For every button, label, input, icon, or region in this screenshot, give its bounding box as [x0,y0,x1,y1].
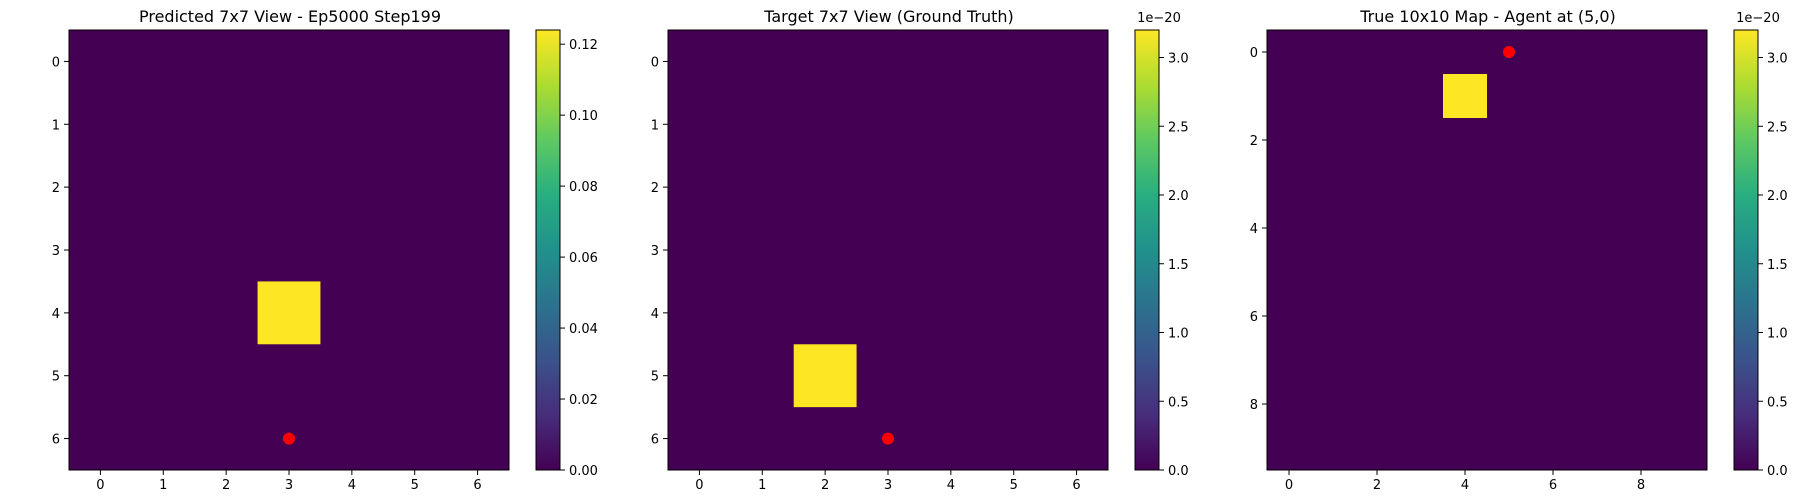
y-tick-label: 3 [52,244,60,259]
colorbar-frame [535,29,561,471]
y-tick-label: 0 [651,55,659,70]
heatmap-cell [1443,74,1487,118]
colorbar-tick-label: 2.0 [1767,189,1788,204]
colorbar-gradient [536,30,560,470]
y-tick-label: 0 [1250,46,1258,61]
x-tick-label: 6 [1072,478,1080,493]
panel-true-map: True 10x10 Map - Agent at (5,0) 0 2 4 6 8 0 2 4… [1250,7,1788,493]
x-tick-label: 5 [1010,478,1018,493]
x-tick-label: 5 [411,478,419,493]
y-tick-label: 4 [1250,222,1258,237]
x-tick-label: 0 [1285,478,1293,493]
colorbar-frame [1733,29,1759,471]
panel-target: Target 7x7 View (Ground Truth) 0 1 2 3 4 5 6 0 1… [651,7,1189,493]
colorbar-tick-label: 3.0 [1168,52,1189,67]
chart-title: Predicted 7x7 View - Ep5000 Step199 [139,7,441,26]
x-tick-label: 1 [159,478,167,493]
colorbar-tick-label: 1.0 [1168,327,1189,342]
colorbar-tick-label: 2.5 [1767,120,1788,135]
x-tick-label: 8 [1637,478,1645,493]
colorbar-frame [1134,29,1160,471]
x-tick-label: 6 [473,478,481,493]
chart-title: Target 7x7 View (Ground Truth) [763,7,1014,26]
heatmap-background [668,30,1108,470]
x-tick-label: 3 [884,478,892,493]
heatmap-plot: 0 1 2 3 4 5 6 0 1 2 3 4 5 6 [52,29,510,493]
y-tick-label: 3 [651,244,659,259]
x-tick-label: 1 [758,478,766,493]
y-tick-label: 5 [52,370,60,385]
y-tick-label: 6 [52,433,60,448]
y-tick-label: 6 [1250,310,1258,325]
agent-marker [283,432,295,445]
y-tick-label: 8 [1250,398,1258,413]
y-tick-label: 0 [52,55,60,70]
x-tick-label: 4 [947,478,955,493]
colorbar-tick-label: 0.5 [1767,395,1788,410]
x-tick-label: 0 [695,478,703,493]
colorbar-tick-label: 0.00 [569,464,598,479]
y-tick-label: 1 [52,118,60,133]
colorbar-tick-label: 0.08 [569,180,598,195]
colorbar-offset-label: 1e−20 [1137,11,1181,26]
x-tick-label: 4 [1461,478,1469,493]
colorbar-tick-label: 0.5 [1168,395,1189,410]
x-tick-label: 0 [96,478,104,493]
x-tick-label: 3 [285,478,293,493]
panel-predicted: Predicted 7x7 View - Ep5000 Step199 0 1 2 3… [52,7,598,493]
y-tick-label: 2 [651,181,659,196]
heatmap-plot: 0 1 2 3 4 5 6 0 1 2 3 4 5 6 [651,29,1109,493]
x-tick-label: 2 [821,478,829,493]
heatmap-cell [793,344,857,408]
colorbar-tick-label: 3.0 [1767,52,1788,67]
y-tick-label: 4 [651,307,659,322]
colorbar-gradient [1734,30,1758,470]
colorbar-tick-label: 2.5 [1168,120,1189,135]
colorbar: 0.00 0.02 0.04 0.06 0.08 0.10 0.12 [535,29,598,479]
colorbar-tick-label: 1.5 [1168,258,1189,273]
colorbar-tick-label: 0.04 [569,322,598,337]
y-tick-label: 2 [52,181,60,196]
y-tick-label: 5 [651,370,659,385]
colorbar-offset-label: 1e−20 [1736,11,1780,26]
heatmap-cell [257,281,321,345]
colorbar-tick-label: 1.5 [1767,258,1788,273]
colorbar-tick-label: 0.10 [569,109,598,124]
x-tick-label: 2 [1373,478,1381,493]
colorbar-tick-label: 0.0 [1767,464,1788,479]
chart-title: True 10x10 Map - Agent at (5,0) [1359,7,1616,26]
heatmap-plot: 0 2 4 6 8 0 2 4 6 8 [1250,29,1708,493]
y-tick-label: 2 [1250,134,1258,149]
x-tick-label: 4 [348,478,356,493]
colorbar-tick-label: 0.02 [569,393,598,408]
colorbar-tick-label: 0.0 [1168,464,1189,479]
colorbar: 0.0 0.5 1.0 1.5 2.0 2.5 3.0 1e−20 [1733,11,1788,479]
x-tick-label: 6 [1549,478,1557,493]
x-tick-label: 2 [222,478,230,493]
colorbar-tick-label: 1.0 [1767,327,1788,342]
plot-frame [1266,29,1708,471]
agent-marker [1503,46,1515,58]
colorbar-tick-label: 0.12 [569,38,598,53]
colorbar-gradient [1135,30,1159,470]
colorbar: 0.0 0.5 1.0 1.5 2.0 2.5 3.0 1e−20 [1134,11,1189,479]
y-tick-label: 6 [651,433,659,448]
colorbar-tick-label: 2.0 [1168,189,1189,204]
colorbar-tick-label: 0.06 [569,251,598,266]
heatmap-background [69,30,509,470]
y-tick-label: 4 [52,307,60,322]
agent-marker [882,432,894,445]
y-tick-label: 1 [651,118,659,133]
